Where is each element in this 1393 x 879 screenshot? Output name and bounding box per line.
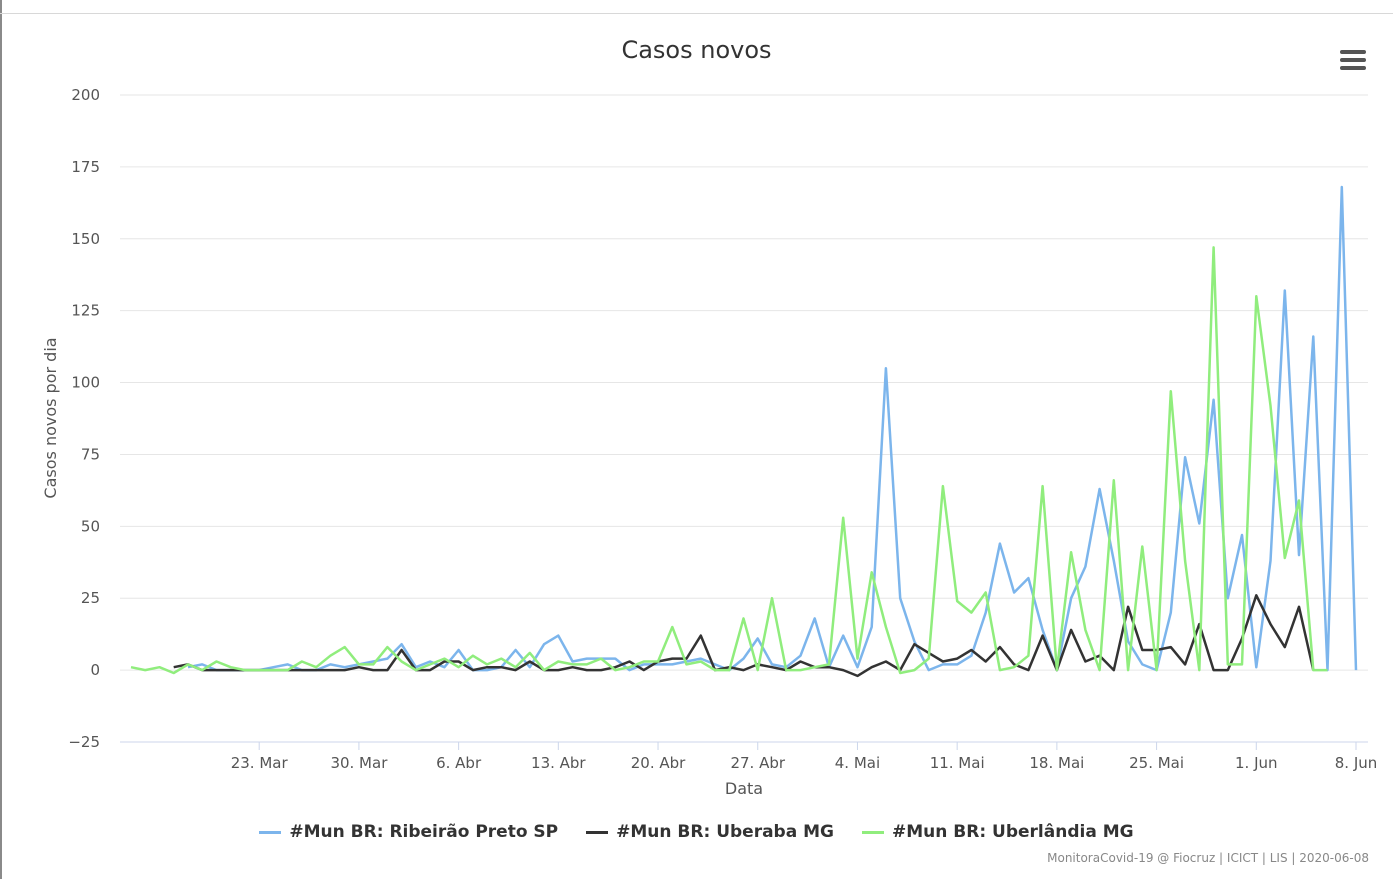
x-tick-label: 11. Mai <box>930 754 985 772</box>
x-tick-label: 8. Jun <box>1335 754 1378 772</box>
x-tick-label: 27. Abr <box>730 754 785 772</box>
x-tick-label: 18. Mai <box>1029 754 1084 772</box>
y-tick-label: 200 <box>71 86 100 104</box>
y-tick-label: 0 <box>90 661 100 679</box>
legend-label-ribeirao-preto: #Mun BR: Ribeirão Preto SP <box>289 822 558 842</box>
x-tick-label: 23. Mar <box>231 754 289 772</box>
x-tick-label: 20. Abr <box>631 754 686 772</box>
y-tick-label: 175 <box>71 158 100 176</box>
x-tick-label: 4. Mai <box>835 754 880 772</box>
grid-lines <box>120 95 1368 742</box>
x-tick-label: 6. Abr <box>436 754 482 772</box>
series-uberlandia-line <box>131 247 1328 673</box>
legend-swatch-uberlandia <box>862 831 884 834</box>
x-tick-label: 13. Abr <box>531 754 586 772</box>
x-tick-label: 1. Jun <box>1235 754 1278 772</box>
chart-credits: MonitoraCovid-19 @ Fiocruz | ICICT | LIS… <box>1047 851 1369 865</box>
y-tick-label: 75 <box>81 445 100 463</box>
y-tick-label: 125 <box>71 302 100 320</box>
y-tick-label: 25 <box>81 589 100 607</box>
y-tick-label: 50 <box>81 517 100 535</box>
legend-swatch-ribeirao-preto <box>259 831 281 834</box>
chart-legend: #Mun BR: Ribeirão Preto SP #Mun BR: Uber… <box>0 822 1393 842</box>
x-axis-title: Data <box>725 779 763 798</box>
series-lines <box>131 187 1356 676</box>
x-tick-label: 25. Mai <box>1129 754 1184 772</box>
y-tick-label: 150 <box>71 230 100 248</box>
x-axis-ticks: 23. Mar 30. Mar 6. Abr 13. Abr 20. Abr 27. Ab… <box>120 742 1377 772</box>
legend-swatch-uberaba <box>586 831 608 834</box>
y-axis-ticks: −25 0 25 50 75 100 125 150 175 200 <box>68 86 100 751</box>
legend-item-ribeirao-preto[interactable]: #Mun BR: Ribeirão Preto SP <box>259 822 558 842</box>
legend-label-uberlandia: #Mun BR: Uberlândia MG <box>892 822 1134 842</box>
y-tick-label: 100 <box>71 374 100 392</box>
y-tick-label: −25 <box>68 733 100 751</box>
x-tick-label: 30. Mar <box>330 754 388 772</box>
legend-item-uberaba[interactable]: #Mun BR: Uberaba MG <box>586 822 834 842</box>
y-axis-title: Casos novos por dia <box>41 337 60 498</box>
legend-label-uberaba: #Mun BR: Uberaba MG <box>616 822 834 842</box>
legend-item-uberlandia[interactable]: #Mun BR: Uberlândia MG <box>862 822 1134 842</box>
